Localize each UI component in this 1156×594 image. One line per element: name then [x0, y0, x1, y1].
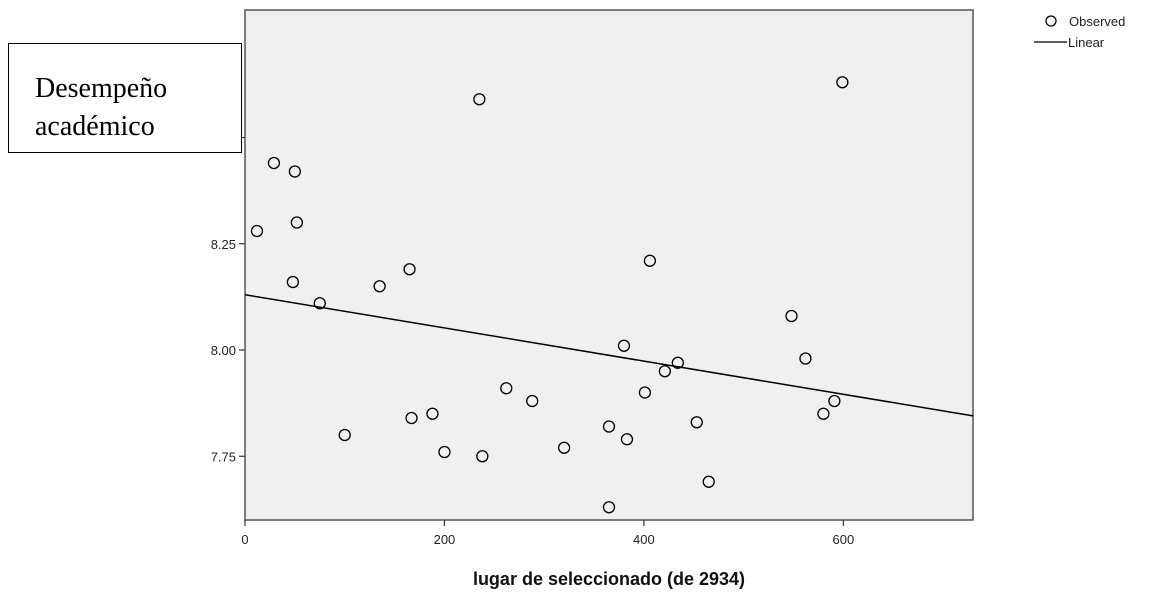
y-axis-label-line-1: Desempeño: [35, 73, 168, 104]
y-tick-label: 7.75: [211, 449, 236, 464]
legend-observed-label: Observed: [1069, 14, 1125, 29]
observed-point: [643, 254, 657, 267]
observed-point: [817, 407, 830, 420]
observed-point: [438, 445, 451, 459]
observed-point: [313, 297, 326, 310]
observed-point: [620, 433, 634, 446]
observed-point: [602, 420, 616, 433]
y-axis: 7.758.008.258.50: [211, 131, 245, 464]
observed-point: [267, 156, 281, 170]
observed-point: [290, 216, 304, 229]
observed-point: [602, 501, 616, 514]
observed-point: [405, 411, 418, 425]
observed-point: [473, 93, 486, 106]
observed-point: [690, 416, 703, 429]
x-tick-label: 200: [434, 532, 456, 547]
observed-point: [500, 382, 513, 395]
observed-point: [286, 275, 300, 289]
y-axis-label-box: Desempeño académico: [8, 43, 242, 153]
observed-point: [658, 365, 671, 378]
y-tick-label: 8.00: [211, 343, 236, 358]
observed-point: [476, 450, 489, 463]
observed-point: [671, 356, 684, 369]
legend-observed-marker: [1045, 15, 1057, 27]
plot-area: [244, 9, 974, 521]
y-tick-label: 8.25: [211, 237, 236, 252]
legend: Observed Linear: [1034, 14, 1125, 50]
observed-point: [836, 76, 849, 89]
observed-point: [557, 441, 571, 454]
observed-point: [526, 394, 539, 408]
observed-point: [338, 428, 351, 442]
x-tick-label: 600: [833, 532, 855, 547]
x-tick-label: 400: [633, 532, 655, 547]
observed-point: [799, 352, 812, 365]
observed-points: [250, 76, 849, 514]
observed-point: [403, 263, 416, 276]
observed-point: [426, 407, 439, 420]
observed-point: [288, 165, 302, 178]
observed-point: [702, 475, 715, 488]
x-tick-label: 0: [241, 532, 248, 547]
observed-point: [373, 280, 386, 293]
linear-fit-line: [244, 294, 974, 417]
x-axis-label: lugar de seleccionado (de 2934): [473, 569, 745, 589]
legend-linear-label: Linear: [1068, 35, 1105, 50]
observed-point: [250, 224, 264, 238]
y-axis-label-line-2: académico: [35, 111, 155, 142]
observed-point: [828, 394, 841, 408]
x-axis: 0 200 400 600: [241, 520, 854, 547]
linear-fit-line-group: [244, 294, 974, 417]
observed-point: [617, 339, 631, 352]
observed-point: [785, 309, 798, 323]
observed-point: [638, 386, 652, 399]
